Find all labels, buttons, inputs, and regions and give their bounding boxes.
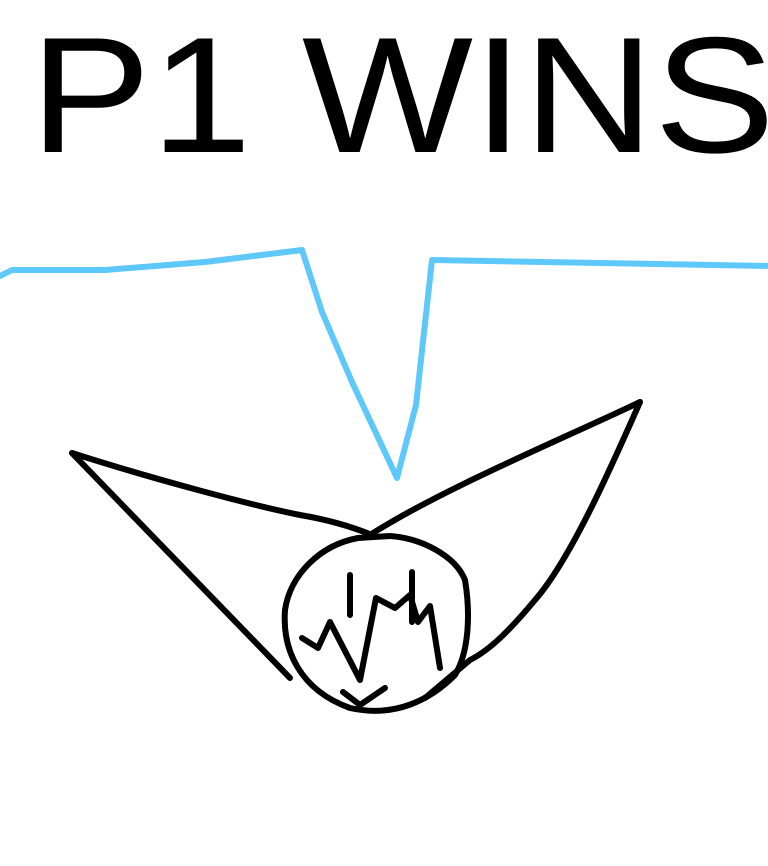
winner-character-icon xyxy=(69,399,643,714)
ground-line xyxy=(0,247,768,481)
result-text: P1 WINS xyxy=(30,3,768,187)
